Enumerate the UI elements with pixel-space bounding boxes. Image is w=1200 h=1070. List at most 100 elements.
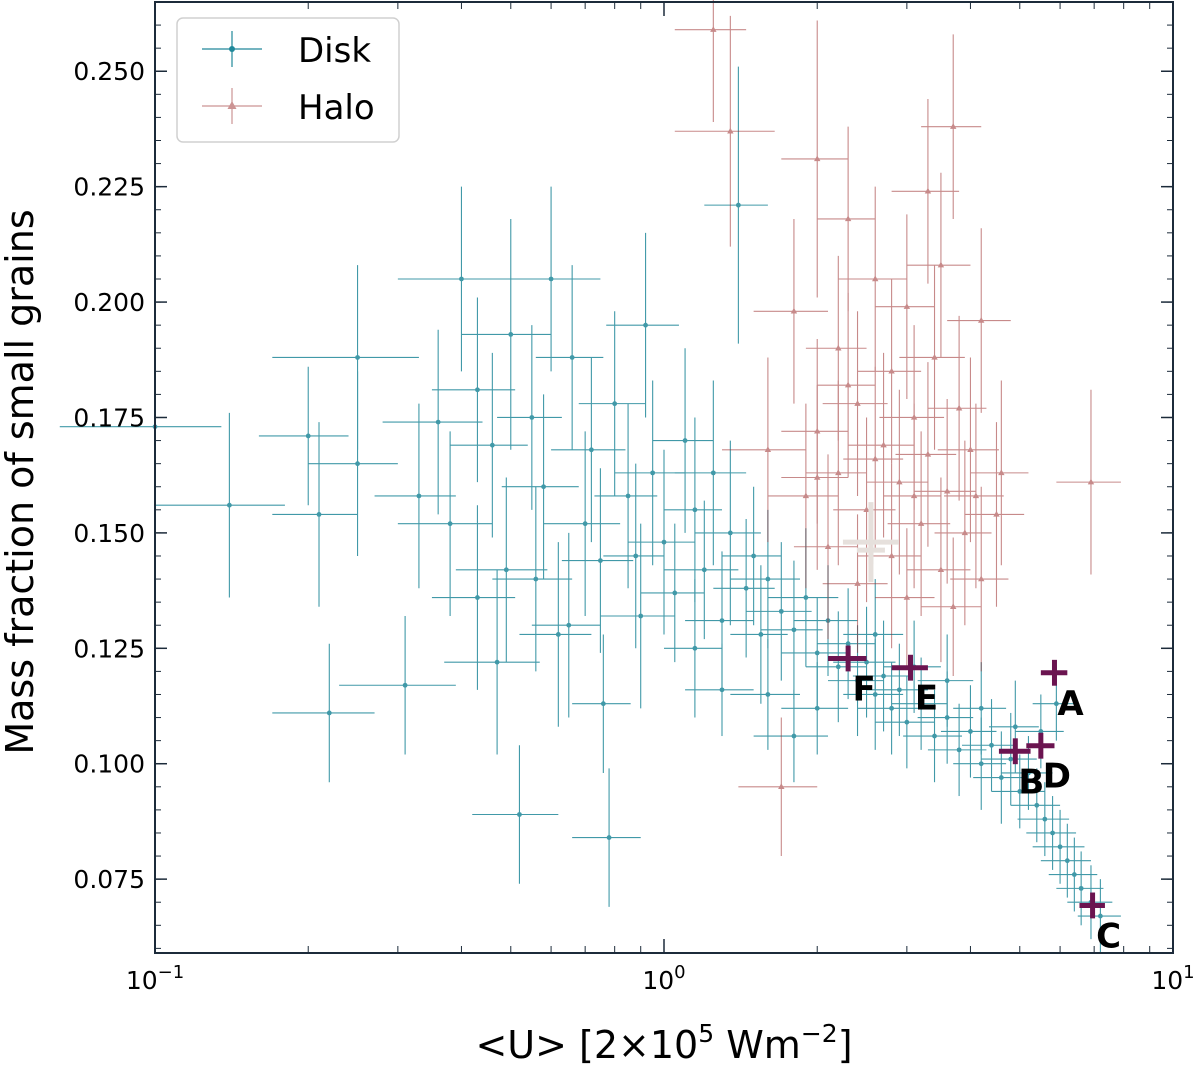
data-point xyxy=(535,265,604,450)
data-point xyxy=(652,348,714,533)
data-point xyxy=(753,218,829,404)
data-point xyxy=(944,403,1004,589)
data-point xyxy=(258,366,349,506)
data-point xyxy=(805,611,867,723)
data-point xyxy=(431,505,516,690)
data-point xyxy=(961,699,1018,792)
data-point xyxy=(866,389,928,575)
data-point xyxy=(704,66,768,344)
data-point xyxy=(857,278,922,464)
data-point xyxy=(1056,389,1121,575)
legend-swatch-halo xyxy=(202,88,262,124)
data-point xyxy=(899,265,965,450)
data-point xyxy=(973,731,1027,824)
data-point xyxy=(947,228,1011,413)
data-point xyxy=(155,412,285,598)
region-label-c: C xyxy=(1096,916,1121,956)
data-point xyxy=(891,657,948,750)
data-point xyxy=(917,634,974,727)
data-point xyxy=(561,468,634,653)
data-point xyxy=(875,214,935,400)
data-point xyxy=(519,542,592,727)
data-point xyxy=(857,662,922,755)
data-point xyxy=(664,579,722,718)
highlight-point xyxy=(842,502,899,583)
data-point xyxy=(981,712,1037,806)
data-point xyxy=(730,639,800,750)
data-point xyxy=(1056,851,1104,926)
data-point xyxy=(472,745,559,884)
data-point xyxy=(374,403,456,589)
data-point xyxy=(1032,809,1085,884)
data-point xyxy=(866,643,928,737)
data-point xyxy=(927,703,987,797)
region-marker-e: E xyxy=(891,654,938,719)
data-point xyxy=(674,15,775,247)
data-point xyxy=(953,662,1007,755)
data-point xyxy=(721,486,782,626)
data-point xyxy=(450,352,528,538)
region-marker-d: D xyxy=(1026,732,1071,797)
data-point xyxy=(572,634,631,773)
data-point xyxy=(833,417,896,603)
data-point xyxy=(950,486,1009,672)
region-marker-b: B xyxy=(998,738,1044,802)
data-point xyxy=(531,532,601,718)
x-axis-label: <U> [2×105 Wm−2] xyxy=(475,1019,852,1067)
data-point xyxy=(817,126,876,312)
data-point xyxy=(614,380,686,566)
data-point xyxy=(455,477,548,663)
data-point xyxy=(906,172,971,358)
series-halo xyxy=(674,0,1121,857)
data-point xyxy=(308,371,398,556)
data-point xyxy=(921,537,982,677)
data-point xyxy=(603,463,664,649)
data-point xyxy=(875,528,935,667)
data-point xyxy=(934,440,992,626)
data-point xyxy=(891,98,960,284)
data-point xyxy=(664,500,739,640)
data-point xyxy=(895,362,957,547)
data-point xyxy=(685,643,754,737)
data-point xyxy=(848,352,915,538)
axis-ticks: 0.075 0.100 0.125 0.150 0.175 0.200 0.225 0.250… xyxy=(73,2,1195,995)
plot-area: AB C D EF xyxy=(59,0,1121,956)
data-point xyxy=(746,542,812,681)
data-point xyxy=(664,417,722,603)
data-point xyxy=(628,449,695,635)
data-point xyxy=(875,676,935,769)
data-point xyxy=(753,689,829,783)
data-point xyxy=(1001,736,1053,810)
y-tick-label: 0.125 xyxy=(73,634,145,663)
data-point xyxy=(640,523,705,663)
data-point xyxy=(822,311,888,496)
y-axis-label: Mass fraction of small grains xyxy=(0,209,42,754)
data-point xyxy=(940,685,997,778)
data-point xyxy=(431,297,516,483)
data-point xyxy=(551,357,626,543)
region-label-f: F xyxy=(853,669,876,709)
data-point xyxy=(501,394,579,580)
data-point xyxy=(805,380,867,566)
data-point xyxy=(906,477,971,663)
legend-swatch-disk xyxy=(202,31,262,67)
data-point xyxy=(497,325,562,510)
data-point xyxy=(767,403,839,589)
data-point xyxy=(738,717,818,857)
region-marker-f: F xyxy=(828,645,876,709)
data-point xyxy=(1048,837,1098,912)
data-point xyxy=(781,20,849,298)
data-point xyxy=(272,422,358,607)
data-point xyxy=(674,0,747,123)
data-point xyxy=(272,643,375,783)
data-point xyxy=(817,292,876,478)
data-point xyxy=(843,366,904,552)
region-label-b: B xyxy=(1018,762,1044,802)
data-point xyxy=(970,380,1029,566)
data-point xyxy=(921,34,982,219)
data-point xyxy=(572,768,641,907)
data-point xyxy=(903,689,962,783)
region-marker-a: A xyxy=(1040,659,1084,724)
data-point xyxy=(991,754,1045,829)
data-point xyxy=(492,486,573,672)
